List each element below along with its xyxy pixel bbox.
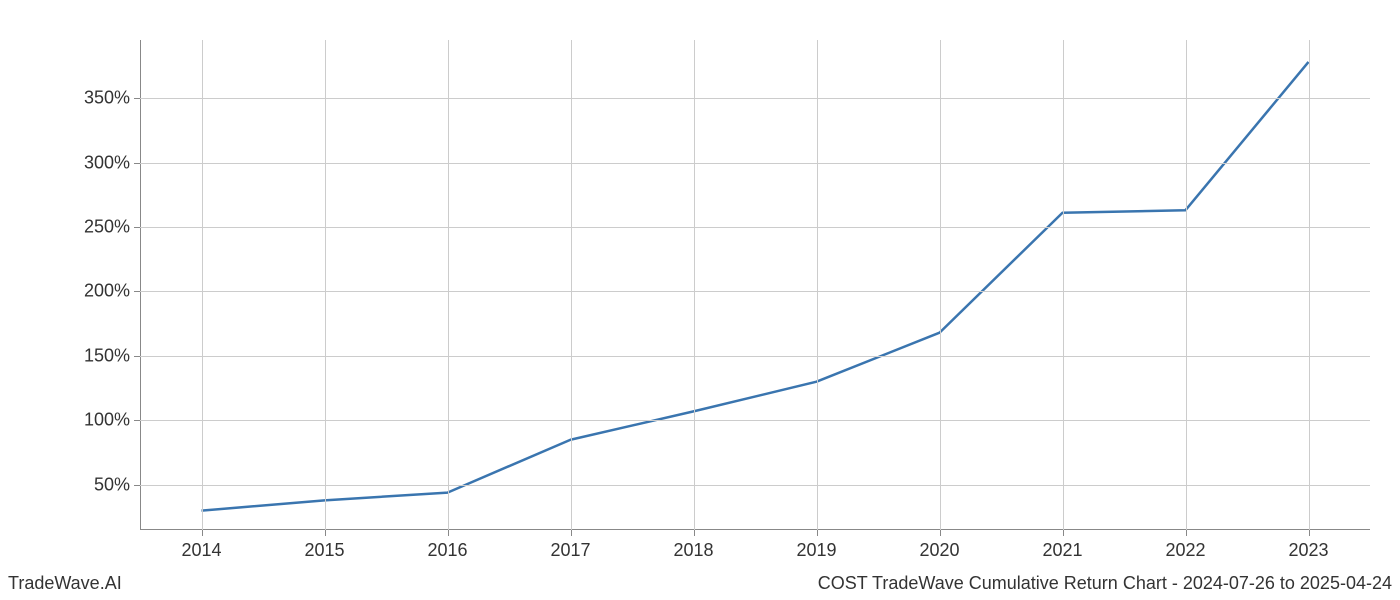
x-tick-label: 2019 <box>796 540 836 561</box>
gridline-vertical <box>1063 40 1064 530</box>
gridline-vertical <box>202 40 203 530</box>
gridline-vertical <box>571 40 572 530</box>
gridline-vertical <box>940 40 941 530</box>
gridline-vertical <box>448 40 449 530</box>
gridline-vertical <box>1309 40 1310 530</box>
x-tick-mark <box>448 530 449 536</box>
gridline-vertical <box>694 40 695 530</box>
footer-right-caption: COST TradeWave Cumulative Return Chart -… <box>818 573 1392 594</box>
gridline-vertical <box>325 40 326 530</box>
x-tick-mark <box>1309 530 1310 536</box>
x-tick-mark <box>817 530 818 536</box>
x-tick-label: 2023 <box>1288 540 1328 561</box>
y-tick-mark <box>134 98 140 99</box>
y-tick-mark <box>134 227 140 228</box>
footer-left-brand: TradeWave.AI <box>8 573 122 594</box>
gridline-vertical <box>817 40 818 530</box>
x-tick-label: 2017 <box>550 540 590 561</box>
x-tick-label: 2022 <box>1165 540 1205 561</box>
x-tick-label: 2014 <box>181 540 221 561</box>
y-tick-label: 200% <box>50 281 130 302</box>
x-tick-label: 2015 <box>304 540 344 561</box>
chart-plot-area <box>140 40 1370 530</box>
y-tick-mark <box>134 163 140 164</box>
y-tick-label: 350% <box>50 88 130 109</box>
x-tick-label: 2020 <box>919 540 959 561</box>
y-tick-label: 50% <box>50 474 130 495</box>
y-tick-mark <box>134 420 140 421</box>
y-tick-mark <box>134 356 140 357</box>
return-line-series <box>202 62 1309 511</box>
x-tick-label: 2021 <box>1042 540 1082 561</box>
y-tick-mark <box>134 485 140 486</box>
x-tick-label: 2016 <box>427 540 467 561</box>
x-tick-mark <box>202 530 203 536</box>
x-tick-mark <box>571 530 572 536</box>
y-tick-label: 150% <box>50 345 130 366</box>
x-tick-mark <box>1063 530 1064 536</box>
y-tick-label: 300% <box>50 152 130 173</box>
x-tick-mark <box>940 530 941 536</box>
y-tick-label: 250% <box>50 216 130 237</box>
y-tick-mark <box>134 291 140 292</box>
x-tick-label: 2018 <box>673 540 713 561</box>
x-tick-mark <box>325 530 326 536</box>
x-tick-mark <box>1186 530 1187 536</box>
y-tick-label: 100% <box>50 410 130 431</box>
gridline-vertical <box>1186 40 1187 530</box>
x-tick-mark <box>694 530 695 536</box>
